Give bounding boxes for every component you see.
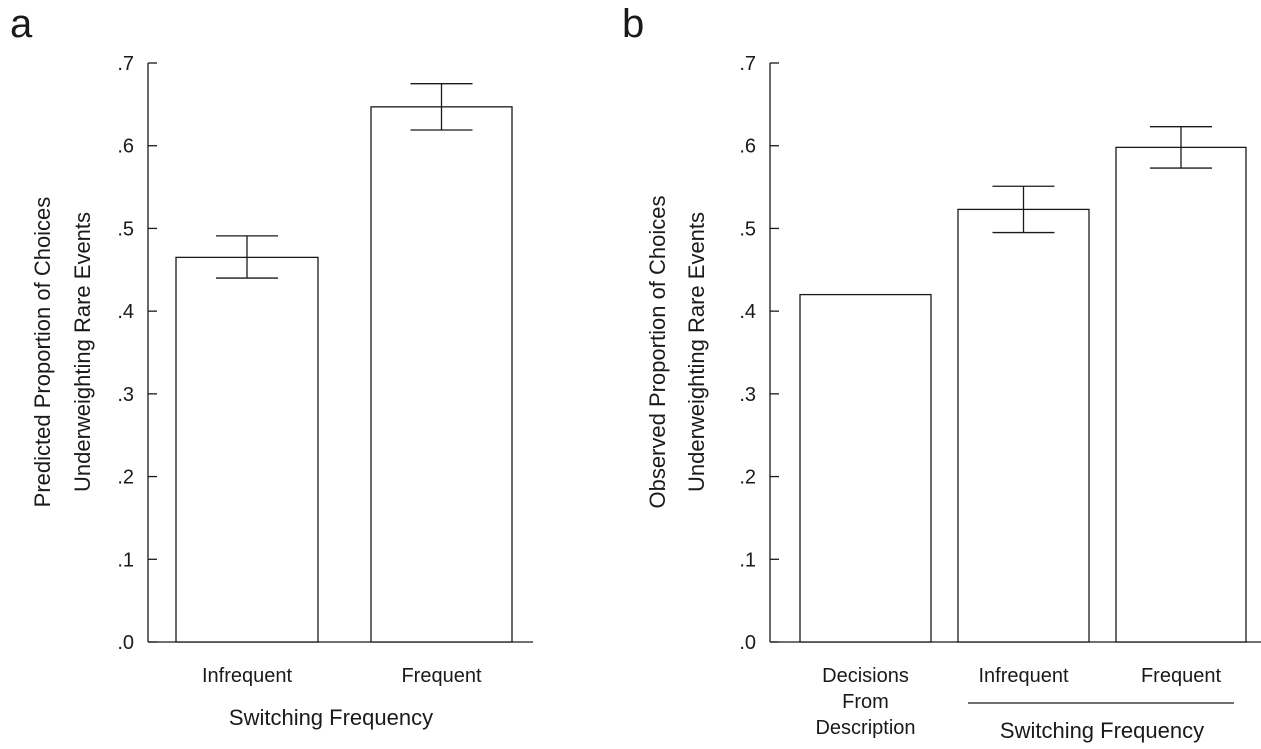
y-tick-label: .4 [739,301,756,323]
y-tick-label: .0 [739,632,756,654]
bar [175,256,319,643]
panel-letter-a: a [10,2,33,46]
y-tick-label: .1 [117,549,134,571]
chart-a-svg: .0 .1 .2 .3 .4 .5 .6 .7 Infrequent Frequent Switch… [30,53,533,730]
bar [799,293,932,643]
y-tick-label: .5 [739,218,756,240]
panel-letter-b: b [622,2,645,46]
y-tick-label: .1 [739,549,756,571]
y-axis-title-line: Underweighting Rare Events [70,212,95,492]
y-axis-title-line: Predicted Proportion of Choices [30,197,55,508]
x-category-label-line: Frequent [401,665,481,687]
bar [1115,146,1247,643]
x-category-label-line: Infrequent [202,665,293,687]
x-category-label: Decisions From Description [815,665,915,739]
y-tick-label: .4 [117,301,134,323]
bar [957,208,1090,643]
chart-panel-a: a .0 .1 .2 .3 .4 .5 .6 .7 Infrequent Frequent Swit… [0,0,620,749]
y-tick-label: .3 [739,384,756,406]
x-category-label: Infrequent [202,665,293,687]
bar [370,106,513,643]
y-tick-label: .5 [117,218,134,240]
x-axis-title: Switching Frequency [1000,718,1204,743]
y-tick-label: .2 [739,467,756,489]
y-tick-label: .0 [117,632,134,654]
chart-panel-b: b .0 .1 .2 .3 .4 .5 .6 .7 Decisions From Descripti… [620,0,1261,749]
x-axis-title: Switching Frequency [229,705,433,730]
y-tick-label: .7 [117,53,134,75]
x-category-label-line: Frequent [1141,665,1221,687]
x-category-label-line: Infrequent [978,665,1069,687]
y-tick-label: .3 [117,384,134,406]
x-category-label-line: From [842,691,889,713]
y-axis-title-line: Observed Proportion of Choices [645,195,670,508]
chart-b-svg: .0 .1 .2 .3 .4 .5 .6 .7 Decisions From Description… [645,53,1261,743]
y-tick-label: .6 [739,136,756,158]
y-tick-label: .2 [117,467,134,489]
y-axis-title-line: Underweighting Rare Events [684,212,709,492]
y-tick-label: .6 [117,136,134,158]
x-category-label: Infrequent [978,665,1069,687]
y-tick-label: .7 [739,53,756,75]
x-category-label-line: Decisions [822,665,909,687]
x-category-label: Frequent [1141,665,1221,687]
x-category-label-line: Description [815,717,915,739]
x-category-label: Frequent [401,665,481,687]
